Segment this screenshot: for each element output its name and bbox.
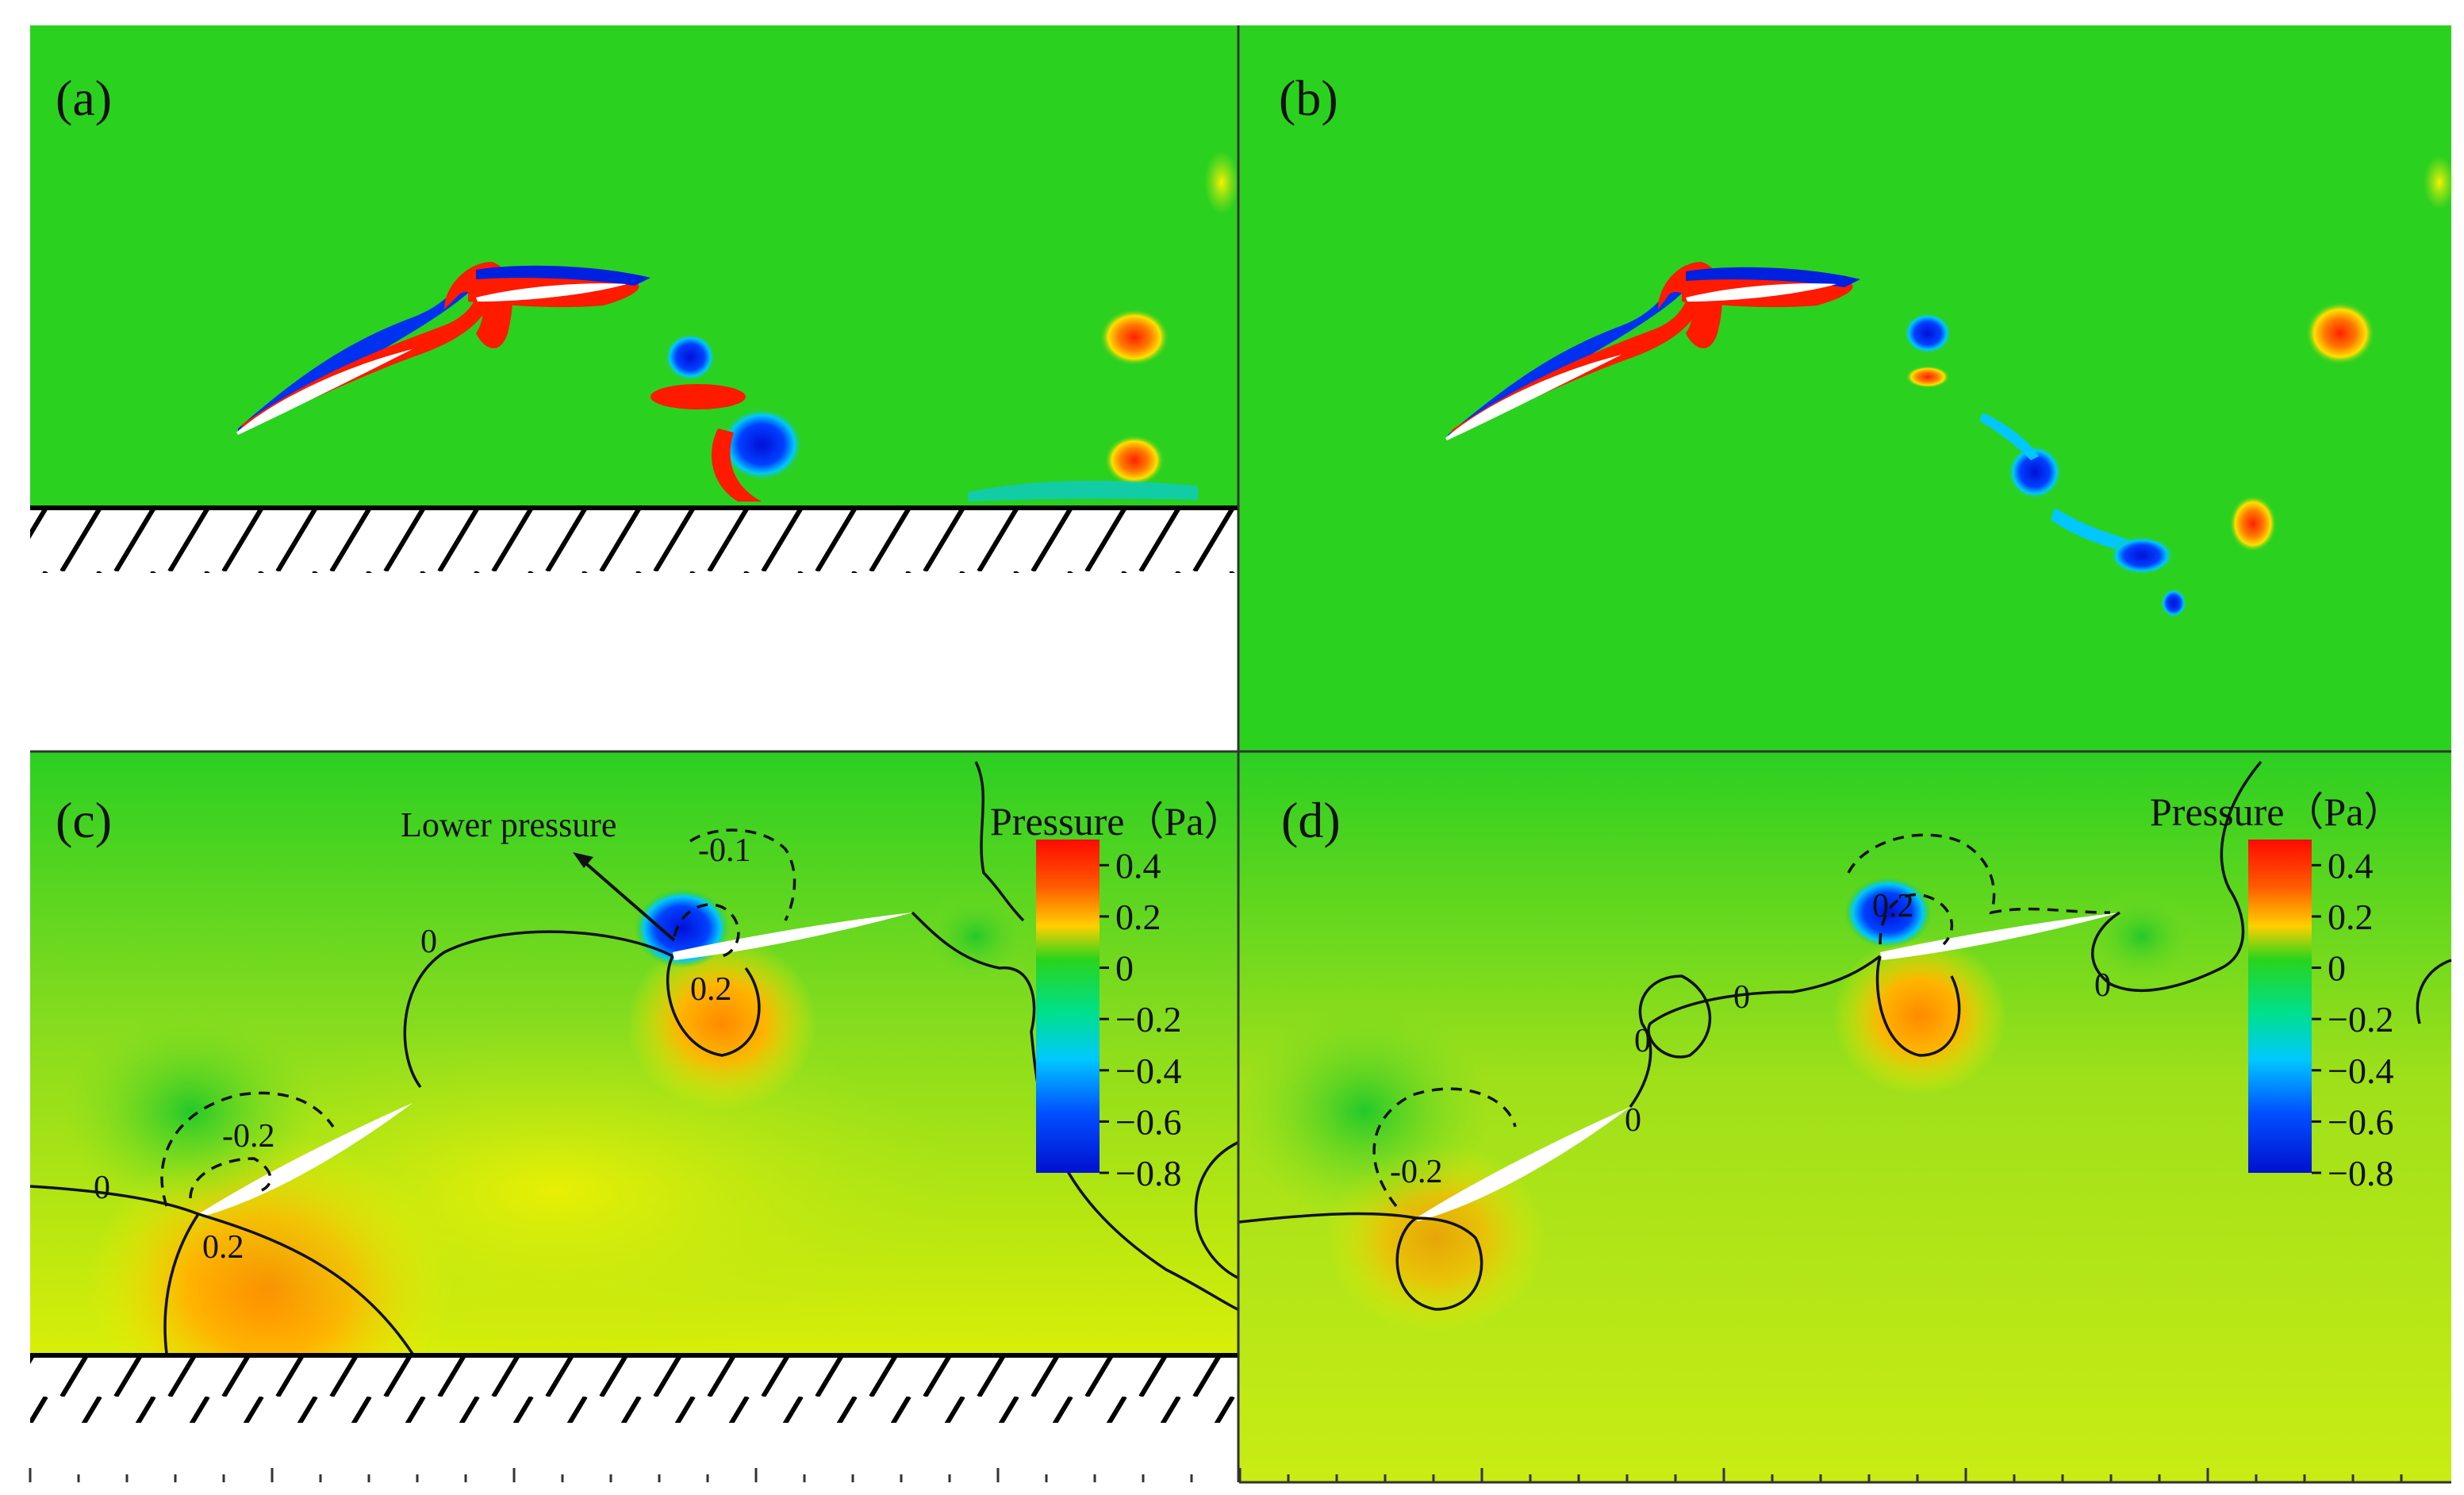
annotation-lower-pressure: Lower pressure bbox=[401, 805, 616, 844]
colorbar-tick-label: 0 bbox=[1115, 948, 1134, 989]
colorbar-tick-label: −0.8 bbox=[2328, 1153, 2393, 1193]
contour-label: 0.2 bbox=[1872, 888, 1914, 924]
colorbar-tick-label: −0.6 bbox=[1115, 1101, 1181, 1142]
colorbar-tick-label: −0.6 bbox=[2328, 1101, 2393, 1142]
contour-lines-d bbox=[1238, 760, 2452, 1311]
colorbar-tick-label: −0.2 bbox=[2328, 999, 2393, 1040]
colorbar-tick-label: 0.2 bbox=[1115, 897, 1161, 937]
contour-label: 0 bbox=[2094, 967, 2111, 1004]
colorbar-title: Pressure（Pa） bbox=[990, 799, 1243, 844]
airfoil-rear-a bbox=[476, 283, 627, 302]
contour-label: -0.1 bbox=[698, 832, 751, 869]
colorbar-title: Pressure（Pa） bbox=[2150, 790, 2403, 834]
colorbar-tick-label: −0.8 bbox=[1115, 1153, 1181, 1193]
contour-label: 0.2 bbox=[202, 1229, 244, 1266]
airfoil-rear-d bbox=[1880, 913, 2120, 960]
panel-b: (b) bbox=[1239, 25, 2455, 751]
colorbar-tick-label: −0.4 bbox=[2328, 1051, 2393, 1091]
airfoil-front-b bbox=[1445, 355, 1622, 440]
bottom-tick-marks bbox=[29, 1468, 2403, 1482]
panel-frames bbox=[30, 25, 2451, 1484]
panel-a: (a) bbox=[30, 25, 1239, 751]
colorbar-tick-label: −0.4 bbox=[1115, 1051, 1181, 1091]
airfoil-front-d bbox=[1416, 1107, 1630, 1221]
ground-wall-c bbox=[30, 1353, 1238, 1482]
ground-hatch-icon bbox=[30, 508, 1238, 573]
colorbar-tick-label: 0.4 bbox=[2328, 845, 2374, 886]
panel-label-d: (d) bbox=[1281, 792, 1341, 848]
panel-label-b: (b) bbox=[1279, 70, 1338, 126]
colorbar-tick-label: 0 bbox=[2328, 948, 2346, 989]
contour-label: 0.2 bbox=[690, 971, 732, 1008]
ground-hatch-icon bbox=[30, 1355, 1238, 1423]
colorbar-gradient bbox=[1036, 840, 1100, 1173]
contour-label: 0 bbox=[1634, 1023, 1651, 1059]
contour-label: 0 bbox=[1733, 979, 1750, 1016]
contour-label: 0 bbox=[1625, 1102, 1641, 1139]
colorbar-tick-label: −0.2 bbox=[1115, 999, 1181, 1040]
colorbar-c: Pressure（Pa） 0.4 0.2 0 −0.2 −0.4 −0.6 −0.8 bbox=[990, 799, 1243, 1193]
airfoil-rear-b bbox=[1686, 283, 1836, 302]
arrow-icon bbox=[573, 852, 676, 942]
airfoil-front-c bbox=[198, 1103, 413, 1217]
colorbar-d: Pressure（Pa） 0.4 0.2 0 −0.2 −0.4 −0.6 −0.8 bbox=[2150, 790, 2403, 1193]
contour-label: 0 bbox=[94, 1170, 110, 1206]
panel-label-a: (a) bbox=[56, 70, 112, 126]
colorbar-ticks: 0.4 0.2 0 −0.2 −0.4 −0.6 −0.8 bbox=[2312, 845, 2393, 1193]
ground-wall-a bbox=[30, 505, 1238, 751]
contour-label: -0.2 bbox=[1390, 1154, 1443, 1190]
panel-c: Lower pressure -0.1 0 0.2 -0.2 0 0.2 (c) bbox=[29, 752, 1238, 1482]
colorbar-tick-label: 0.4 bbox=[1115, 845, 1161, 886]
colorbar-gradient bbox=[2248, 840, 2312, 1173]
panel-label-c: (c) bbox=[56, 792, 112, 848]
contour-lines-c bbox=[29, 761, 1238, 1355]
contour-label: 0 bbox=[420, 924, 437, 960]
airfoil-rear-c bbox=[673, 913, 912, 960]
contour-label: -0.2 bbox=[222, 1118, 275, 1155]
colorbar-ticks: 0.4 0.2 0 −0.2 −0.4 −0.6 −0.8 bbox=[1100, 845, 1181, 1193]
colorbar-tick-label: 0.2 bbox=[2328, 897, 2374, 937]
airfoil-front-a bbox=[236, 349, 413, 435]
